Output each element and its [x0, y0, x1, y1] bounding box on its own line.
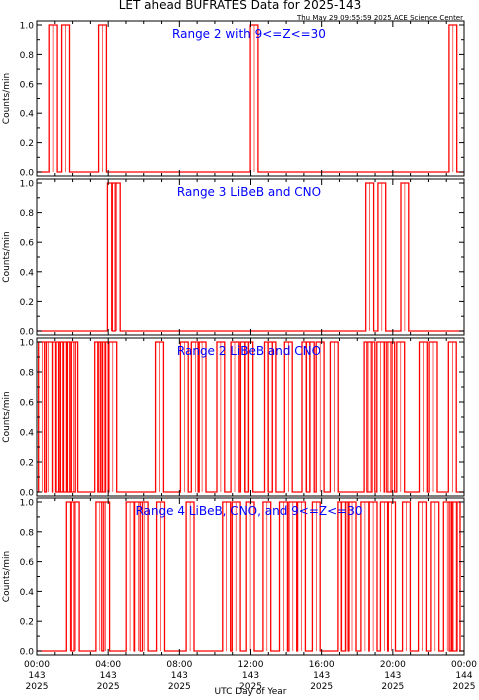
y-tick-label: 0.2: [20, 139, 34, 149]
y-tick-label: 0.8: [20, 369, 35, 379]
x-tick-label-year: 2025: [168, 682, 191, 692]
panel-title: Range 4 LiBeB, CNO, and 9<=Z<=30: [136, 504, 363, 518]
y-tick-label: 1.0: [20, 499, 35, 509]
x-tick-label-time: 04:00: [95, 660, 121, 670]
x-tick-label-time: 16:00: [309, 660, 335, 670]
y-tick-label: 0.2: [20, 298, 34, 308]
y-axis-label: Counts/min: [2, 551, 12, 602]
x-axis-label: UTC Day of Year: [215, 687, 287, 697]
y-axis-label: Counts/min: [2, 73, 12, 124]
x-tick-label-year: 2025: [381, 682, 404, 692]
y-tick-label: 1.0: [20, 22, 35, 32]
y-tick-label: 0.4: [20, 429, 35, 439]
y-axis-label: Counts/min: [2, 231, 12, 282]
x-tick-label-time: 08:00: [166, 660, 192, 670]
panel-title: Range 2 with 9<=Z<=30: [172, 27, 326, 41]
y-tick-label: 0.8: [20, 528, 35, 538]
plot-frame: [36, 178, 465, 336]
y-tick-label: 0.8: [20, 209, 35, 219]
figure-title: LET ahead BUFRATES Data for 2025-143: [119, 0, 361, 12]
plot-frame: [36, 497, 465, 656]
y-tick-label: 0.4: [20, 268, 35, 278]
x-tick-label-year: 2025: [310, 682, 333, 692]
panel-title: Range 3 LiBeB and CNO: [177, 185, 321, 199]
x-tick-label-year: 2025: [453, 682, 476, 692]
y-tick-label: 0.0: [20, 648, 35, 658]
panels: 0.0 0.2 0.4 0.6 0.8 1.0 Range 2 with 9<=Z<=30 C…: [2, 20, 477, 697]
x-tick-label-year: 2025: [26, 682, 49, 692]
panel-4: 0.0 0.2 0.4 0.6 0.8 1.0 Range 4 LiBeB, CNO, an…: [2, 497, 477, 697]
y-tick-label: 0.0: [20, 328, 35, 338]
y-tick-label: 0.6: [20, 399, 35, 409]
y-tick-label: 0.2: [20, 459, 34, 469]
y-tick-label: 0.0: [20, 169, 35, 179]
y-tick-label: 0.4: [20, 588, 35, 598]
x-tick-label-time: 20:00: [380, 660, 406, 670]
series-line: [37, 501, 464, 652]
y-tick-label: 0.0: [20, 489, 35, 499]
x-tick-label-doy: 143: [28, 671, 45, 681]
generation-timestamp: Thu May 29 09:55:59 2025 ACE Science Cen…: [296, 14, 463, 22]
x-tick-label-year: 2025: [97, 682, 120, 692]
x-tick-label-doy: 143: [384, 671, 401, 681]
x-tick-label-doy: 144: [455, 671, 472, 681]
y-tick-label: 0.6: [20, 239, 35, 249]
y-tick-label: 0.2: [20, 618, 34, 628]
plot-frame: [36, 337, 465, 497]
x-tick-label-doy: 143: [313, 671, 330, 681]
x-tick-label-doy: 143: [100, 671, 117, 681]
x-tick-label-year: 2025: [239, 682, 262, 692]
y-tick-label: 0.6: [20, 558, 35, 568]
x-tick-label-time: 00:00: [451, 660, 477, 670]
panel-1: 0.0 0.2 0.4 0.6 0.8 1.0 Range 2 with 9<=Z<=30 C…: [2, 20, 465, 179]
x-tick-label-doy: 143: [242, 671, 259, 681]
x-tick-label-time: 00:00: [24, 660, 50, 670]
series-line: [37, 24, 464, 173]
series-line: [37, 341, 464, 493]
panel-2: 0.0 0.2 0.4 0.6 0.8 1.0 Range 3 LiBeB and CNO C…: [2, 178, 465, 338]
x-tick-label-time: 12:00: [238, 660, 264, 670]
y-tick-label: 0.8: [20, 51, 35, 61]
y-tick-label: 1.0: [20, 180, 35, 190]
y-tick-label: 1.0: [20, 339, 35, 349]
panel-title: Range 2 LiBeB and CNO: [177, 344, 321, 358]
x-tick-label-doy: 143: [171, 671, 188, 681]
y-axis-label: Counts/min: [2, 391, 12, 442]
panel-3: 0.0 0.2 0.4 0.6 0.8 1.0 Range 2 LiBeB and CNO C…: [2, 337, 465, 499]
series-line: [37, 182, 464, 332]
y-tick-label: 0.4: [20, 110, 35, 120]
y-tick-label: 0.6: [20, 80, 35, 90]
